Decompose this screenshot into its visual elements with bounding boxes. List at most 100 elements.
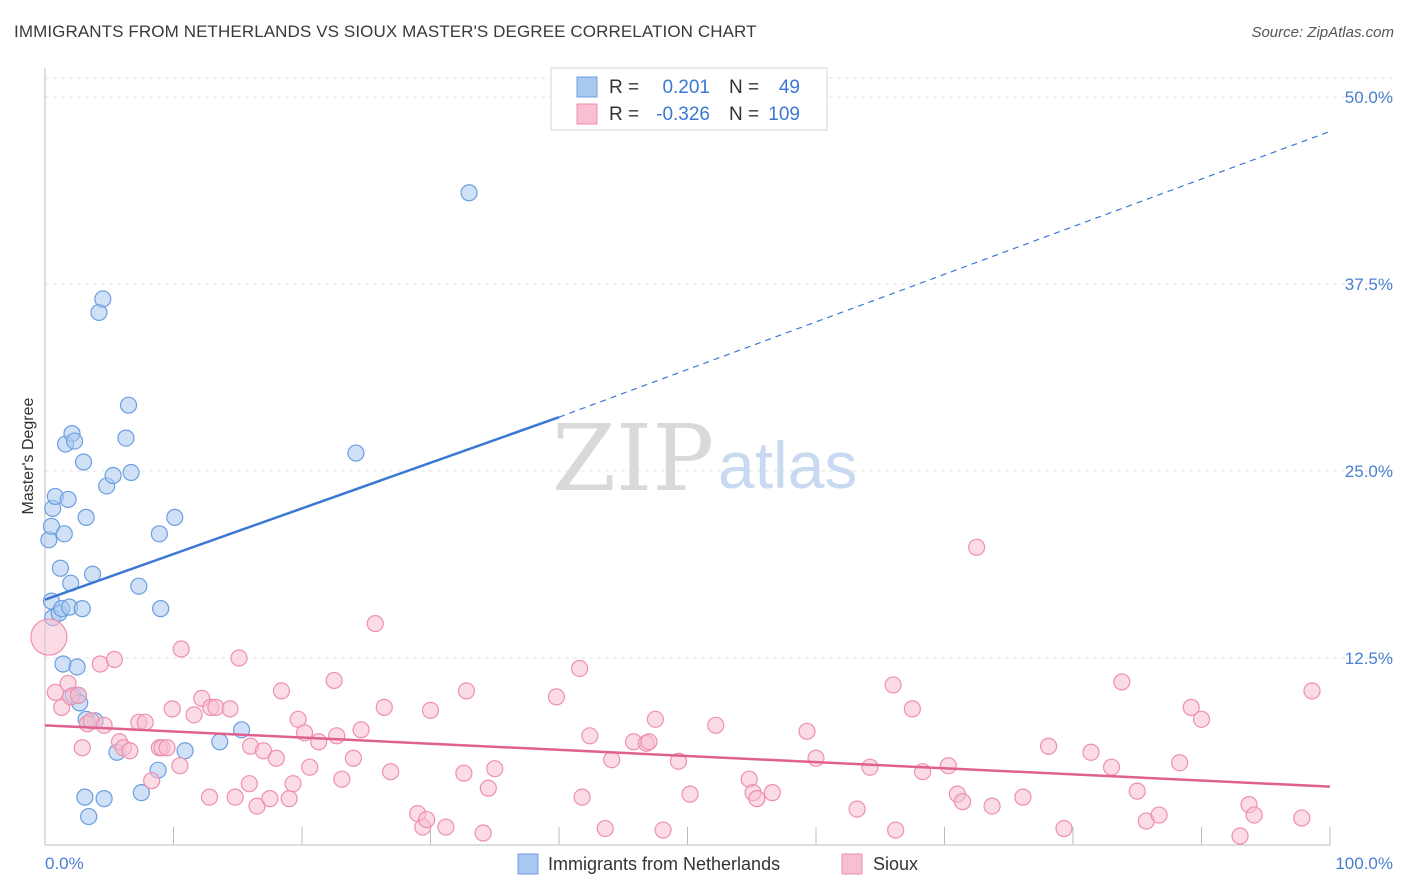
point-netherlands	[122, 463, 140, 482]
point-sioux	[143, 772, 161, 790]
point-netherlands	[117, 429, 135, 447]
bottom-legend-label-sioux: Sioux	[873, 854, 918, 874]
legend-r-value-2: -0.326	[656, 104, 710, 125]
point-sioux	[707, 716, 725, 734]
point-sioux	[267, 749, 285, 767]
point-netherlands	[347, 444, 365, 462]
point-netherlands	[95, 790, 113, 808]
point-sioux	[939, 757, 957, 775]
point-sioux	[310, 733, 328, 751]
bottom-legend: Immigrants from Netherlands Sioux	[517, 853, 918, 875]
point-netherlands	[55, 525, 73, 543]
point-netherlands	[74, 453, 93, 471]
point-sioux	[328, 727, 346, 745]
point-sioux	[171, 757, 189, 775]
y-tick-label: 50.0%	[1345, 88, 1393, 107]
point-sioux	[654, 821, 672, 839]
legend-r-value-1: 0.201	[662, 77, 710, 98]
legend-n-value-1: 49	[779, 77, 800, 98]
point-sioux	[1182, 698, 1200, 716]
x-tick-label-min: 0.0%	[45, 854, 84, 873]
trend-line-sioux	[44, 724, 1331, 788]
point-sioux	[325, 671, 343, 690]
watermark-zip: ZIP	[552, 405, 714, 512]
point-sioux	[1192, 710, 1211, 728]
axes	[44, 68, 1331, 846]
point-sioux	[366, 614, 384, 633]
point-netherlands	[54, 655, 72, 673]
point-sioux	[230, 649, 248, 667]
point-netherlands	[132, 784, 150, 802]
point-sioux	[581, 727, 599, 745]
point-netherlands	[130, 577, 148, 595]
point-sioux	[640, 733, 658, 751]
source-credit: Source: ZipAtlas.com	[1251, 24, 1394, 41]
bottom-legend-swatch-sioux	[841, 853, 863, 875]
point-sioux	[455, 764, 473, 782]
point-sioux	[301, 758, 319, 776]
point-sioux	[848, 800, 866, 818]
point-sioux	[1102, 758, 1121, 776]
point-sioux	[333, 770, 351, 788]
x-tick-label-max: 100.0%	[1335, 854, 1393, 873]
point-sioux	[763, 784, 781, 802]
point-sioux	[226, 788, 244, 806]
point-sioux	[30, 618, 68, 656]
point-sioux	[1231, 827, 1249, 845]
point-sioux	[1303, 682, 1321, 700]
point-sioux	[1128, 782, 1146, 800]
point-sioux	[185, 706, 203, 724]
point-sioux	[798, 722, 816, 740]
point-sioux	[596, 819, 614, 838]
point-sioux	[681, 785, 699, 803]
point-netherlands	[104, 466, 122, 485]
point-sioux	[1055, 819, 1073, 838]
point-netherlands	[166, 508, 184, 526]
watermark: ZIP atlas	[552, 405, 857, 512]
point-netherlands	[68, 658, 86, 676]
watermark-atlas: atlas	[718, 428, 857, 502]
point-sioux	[457, 682, 476, 700]
point-netherlands	[211, 733, 229, 751]
point-sioux	[207, 698, 225, 716]
point-sioux	[382, 763, 400, 781]
point-netherlands	[51, 559, 70, 577]
point-netherlands	[42, 517, 61, 535]
point-sioux	[1082, 743, 1100, 761]
point-netherlands	[460, 184, 478, 202]
point-sioux	[1293, 809, 1311, 827]
point-netherlands	[76, 788, 94, 806]
bottom-legend-swatch-netherlands	[517, 853, 539, 875]
point-sioux	[105, 650, 123, 669]
point-netherlands	[119, 396, 138, 414]
point-sioux	[158, 739, 176, 757]
point-sioux	[121, 742, 139, 760]
point-sioux	[200, 788, 219, 806]
legend-swatch-netherlands	[576, 76, 598, 98]
y-tick-label: 25.0%	[1345, 462, 1393, 481]
point-sioux	[807, 749, 825, 767]
legend-box: R = 0.201 N = 49 R = -0.326 N = 109	[550, 67, 828, 131]
point-sioux	[1150, 806, 1168, 824]
tick-labels: 12.5% 25.0% 37.5% 50.0% 0.0% 100.0%	[45, 88, 1393, 873]
y-tick-label: 12.5%	[1345, 649, 1393, 668]
point-sioux	[163, 700, 181, 718]
point-sioux	[669, 752, 688, 770]
bottom-legend-label-netherlands: Immigrants from Netherlands	[548, 854, 780, 874]
point-sioux	[352, 721, 370, 739]
point-sioux	[344, 749, 362, 767]
point-sioux	[887, 821, 905, 839]
y-tick-label: 37.5%	[1345, 275, 1393, 294]
point-netherlands	[150, 525, 168, 543]
point-sioux	[573, 788, 591, 806]
trend-line-netherlands	[44, 415, 560, 601]
point-netherlands	[73, 600, 91, 618]
point-netherlands	[59, 490, 77, 509]
grid-lines	[45, 77, 1393, 659]
point-sioux	[284, 775, 302, 793]
point-sioux	[968, 538, 986, 556]
point-sioux	[136, 713, 154, 731]
point-netherlands	[65, 432, 84, 450]
chart-title: IMMIGRANTS FROM NETHERLANDS VS SIOUX MAS…	[14, 22, 757, 41]
